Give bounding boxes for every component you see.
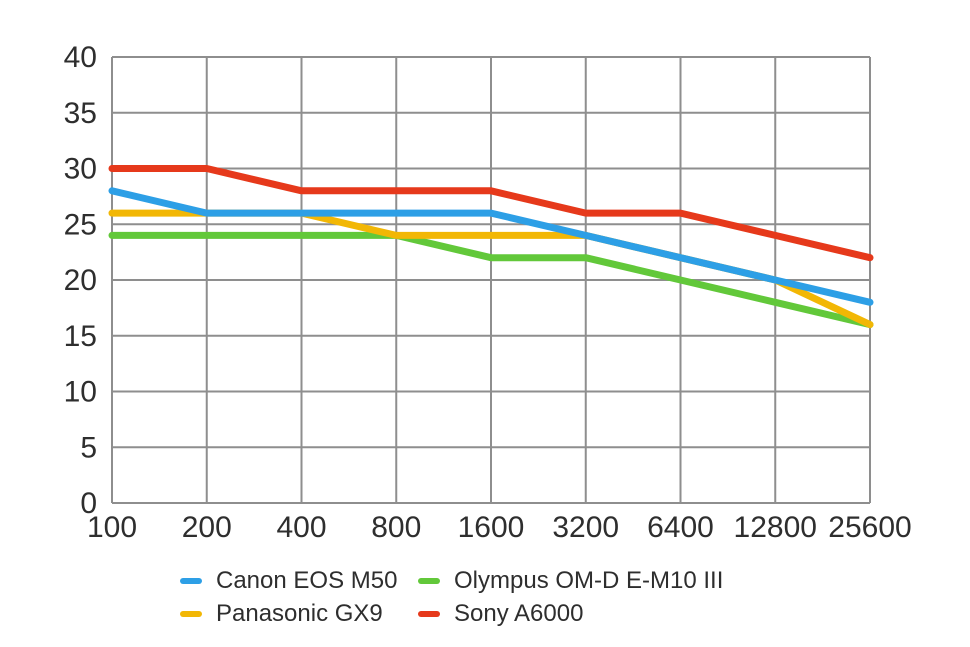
legend-label-canon-eos-m50: Canon EOS M50 xyxy=(216,567,398,594)
x-axis-tick-label: 400 xyxy=(276,511,326,544)
legend-label-panasonic-gx9: Panasonic GX9 xyxy=(216,600,383,627)
series-line-sony-a6000 xyxy=(108,165,874,262)
legend-item-canon-eos-m50: Canon EOS M50 xyxy=(180,566,418,596)
series-line-olympus-om-d-e-m10-iii xyxy=(108,231,874,329)
iso-noise-line-chart: 100 200 400 800 1600 3200 6400 12800 25600 0 5 10 15… xyxy=(64,41,912,544)
y-axis-tick-label: 0 xyxy=(80,487,97,520)
legend-item-olympus-om-d-e-m10-iii: Olympus OM-D E-M10 III xyxy=(418,566,723,596)
y-axis-tick-label: 30 xyxy=(64,153,97,186)
legend-swatch-sony-line-icon xyxy=(418,611,440,617)
legend-item-panasonic-gx9: Panasonic GX9 xyxy=(180,599,418,629)
y-axis-tick-label: 5 xyxy=(80,431,97,464)
x-axis-tick-label: 3200 xyxy=(552,511,619,544)
x-axis-tick-label: 100 xyxy=(87,511,137,544)
y-axis-tick-label: 15 xyxy=(64,320,97,353)
legend-swatch-panasonic-line-icon xyxy=(180,611,202,617)
y-axis-tick-label: 35 xyxy=(64,97,97,130)
x-axis-tick-label: 6400 xyxy=(647,511,714,544)
x-axis-tick-label: 25600 xyxy=(828,511,911,544)
legend-label-sony-a6000: Sony A6000 xyxy=(454,600,584,627)
x-axis-tick-label: 12800 xyxy=(734,511,817,544)
legend-swatch-olympus-line-icon xyxy=(418,578,440,584)
y-axis-tick-label: 40 xyxy=(64,41,97,74)
legend-swatch-canon-line-icon xyxy=(180,578,202,584)
y-axis-tick-label: 25 xyxy=(64,208,97,241)
x-axis-tick-label: 1600 xyxy=(458,511,525,544)
x-axis-tick-label: 200 xyxy=(182,511,232,544)
series-line-canon-eos-m50 xyxy=(108,187,874,306)
y-axis-tick-label: 20 xyxy=(64,264,97,297)
legend-label-olympus-om-d-e-m10-iii: Olympus OM-D E-M10 III xyxy=(454,567,724,594)
legend-item-sony-a6000: Sony A6000 xyxy=(418,599,723,629)
x-axis-tick-label: 800 xyxy=(371,511,421,544)
chart-legend: Canon EOS M50 Olympus OM-D E-M10 III Pan… xyxy=(180,566,723,629)
y-axis-tick-label: 10 xyxy=(64,376,97,409)
